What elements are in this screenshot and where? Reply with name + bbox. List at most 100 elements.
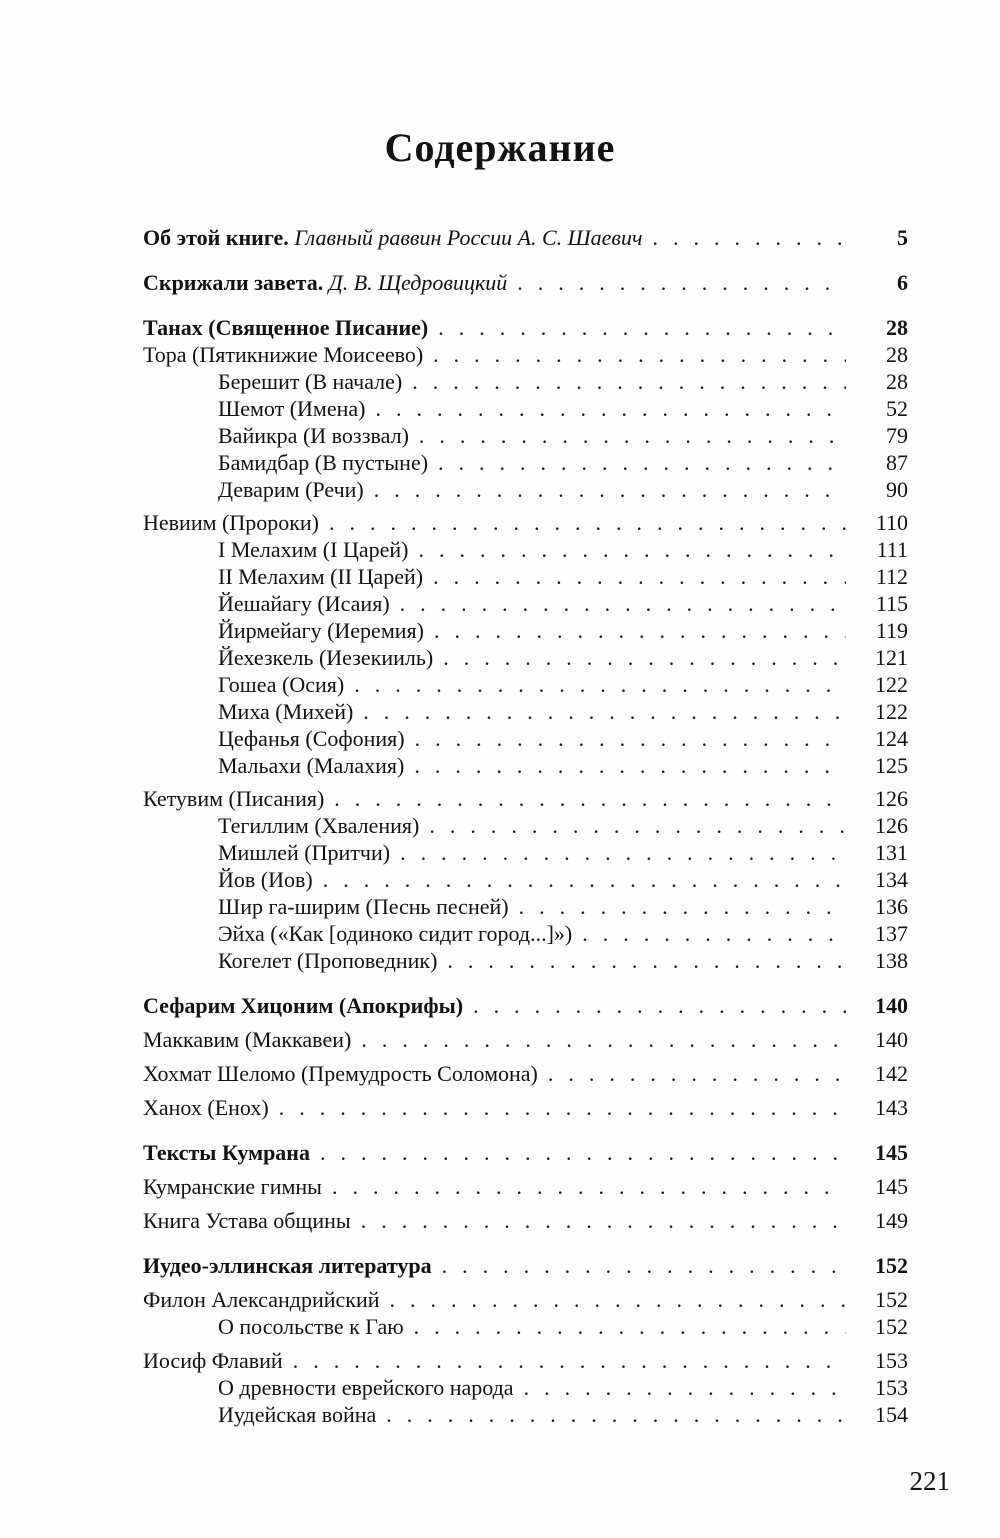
toc-section: Танах (Священное Писание)...............…	[143, 314, 908, 974]
toc-row: Йирмейагу (Иеремия).....................…	[143, 617, 908, 644]
toc-section: Иудео-эллинская литература..............…	[143, 1252, 908, 1428]
toc-entry-label: Книга Устава общины	[143, 1208, 351, 1233]
toc-entry-label: Эйха («Как [одиноко сидит город...]»)	[218, 921, 573, 946]
dot-leader: ........................................…	[412, 369, 846, 394]
toc-row: Кетувим (Писания).......................…	[143, 785, 908, 812]
toc-row: Цефанья (Софония).......................…	[143, 725, 908, 752]
toc-entry: Об этой книге. Главный раввин России А. …	[143, 224, 846, 251]
toc-page-number: 140	[875, 993, 908, 1018]
dot-leader: ........................................…	[652, 225, 846, 250]
toc-entry: Тексты Кумрана..........................…	[143, 1139, 846, 1166]
toc-entry-label: Вайикра (И воззвал)	[218, 423, 409, 448]
toc-entry-part-italic: Д. В. Щедровицкий	[328, 270, 508, 295]
toc-entry-label: Об этой книге. Главный раввин России А. …	[143, 225, 642, 250]
table-of-contents: Об этой книге. Главный раввин России А. …	[143, 224, 908, 1428]
toc-entry: Тора (Пятикнижие Моисеево)..............…	[143, 341, 846, 368]
toc-row: Тегиллим (Хваления).....................…	[143, 812, 908, 839]
dot-leader: ........................................…	[363, 699, 846, 724]
dot-leader: ........................................…	[373, 477, 846, 502]
toc-page-number: 138	[875, 948, 908, 973]
toc-entry-label: II Мелахим (II Царей)	[218, 564, 424, 589]
dot-leader: ........................................…	[414, 726, 846, 751]
toc-entry: Мальахи (Малахия).......................…	[143, 752, 846, 779]
toc-page-number: 126	[875, 813, 908, 838]
dot-leader: ........................................…	[334, 786, 846, 811]
toc-entry-label: Шемот (Имена)	[218, 396, 366, 421]
toc-entry-label: Деварим (Речи)	[218, 477, 364, 502]
toc-entry-label: Иосиф Флавий	[143, 1348, 283, 1373]
toc-entry-label: О посольстве к Гаю	[218, 1314, 404, 1339]
toc-row: Шемот (Имена)...........................…	[143, 395, 908, 422]
toc-entry-label: Невиим (Пророки)	[143, 510, 320, 535]
toc-entry: Книга Устава общины.....................…	[143, 1207, 846, 1234]
toc-section: Об этой книге. Главный раввин России А. …	[143, 224, 908, 251]
toc-entry-part-bold: Скрижали завета.	[143, 270, 324, 295]
toc-entry: Иосиф Флавий............................…	[143, 1347, 846, 1374]
toc-entry: Невиим (Пророки)........................…	[143, 509, 846, 536]
toc-page-number: 126	[875, 786, 908, 811]
dot-leader: ........................................…	[518, 894, 846, 919]
toc-entry-label: Иудео-эллинская литература	[143, 1253, 432, 1278]
toc-row: О древности еврейского народа...........…	[143, 1374, 908, 1401]
toc-entry-label: Берешит (В начале)	[218, 369, 403, 394]
toc-page-number: 152	[875, 1314, 908, 1339]
dot-leader: ........................................…	[399, 591, 846, 616]
toc-entry-label: Скрижали завета. Д. В. Щедровицкий	[143, 270, 507, 295]
toc-page-number: 153	[875, 1348, 908, 1373]
dot-leader: ........................................…	[443, 645, 846, 670]
toc-entry: Кетувим (Писания).......................…	[143, 785, 846, 812]
toc-page-number: 121	[875, 645, 908, 670]
toc-entry-label: Иудейская война	[218, 1402, 377, 1427]
dot-leader: ........................................…	[292, 1348, 846, 1373]
toc-page-number: 122	[875, 699, 908, 724]
dot-leader: ........................................…	[433, 564, 846, 589]
toc-entry: Хохмат Шеломо (Премудрость Соломона)....…	[143, 1060, 846, 1087]
toc-entry-label: Йешайагу (Исаия)	[218, 591, 390, 616]
dot-leader: ........................................…	[582, 921, 846, 946]
toc-entry: О древности еврейского народа...........…	[143, 1374, 846, 1401]
dot-leader: ........................................…	[320, 1140, 846, 1165]
toc-row: Мишлей (Притчи).........................…	[143, 839, 908, 866]
dot-leader: ........................................…	[438, 315, 846, 340]
toc-entry: Иудео-эллинская литература..............…	[143, 1252, 846, 1279]
dot-leader: ........................................…	[360, 1208, 846, 1233]
toc-entry-label: Когелет (Проповедник)	[218, 948, 438, 973]
toc-row: Иудейская война.........................…	[143, 1401, 908, 1428]
toc-entry: Тегиллим (Хваления).....................…	[143, 812, 846, 839]
toc-entry-label: Йов (Иов)	[218, 867, 313, 892]
toc-entry: Шир га-ширим (Песнь песней).............…	[143, 893, 846, 920]
toc-row: Гошеа (Осия)............................…	[143, 671, 908, 698]
toc-row: Бамидбар (В пустыне)....................…	[143, 449, 908, 476]
toc-row: О посольстве к Гаю......................…	[143, 1313, 908, 1340]
toc-row: Йешайагу (Исаия)........................…	[143, 590, 908, 617]
toc-page-number: 153	[875, 1375, 908, 1400]
dot-leader: ........................................…	[386, 1402, 846, 1427]
toc-page-number: 28	[886, 315, 908, 340]
toc-entry-label: I Мелахим (I Царей)	[218, 537, 409, 562]
toc-page-number: 142	[875, 1061, 908, 1086]
toc-entry: Бамидбар (В пустыне)....................…	[143, 449, 846, 476]
toc-page-number: 5	[897, 225, 908, 250]
dot-leader: ........................................…	[418, 423, 846, 448]
toc-row: Сефарим Хицоним (Апокрифы)..............…	[143, 992, 908, 1019]
dot-leader: ........................................…	[414, 753, 846, 778]
toc-page-number: 87	[886, 450, 908, 475]
dot-leader: ........................................…	[389, 1287, 847, 1312]
toc-page-number: 131	[875, 840, 908, 865]
dot-leader: ........................................…	[547, 1061, 846, 1086]
toc-row: Когелет (Проповедник)...................…	[143, 947, 908, 974]
toc-entry-label: Бамидбар (В пустыне)	[218, 450, 429, 475]
toc-entry: Йехезкель (Иезекииль)...................…	[143, 644, 846, 671]
toc-entry: Скрижали завета. Д. В. Щедровицкий......…	[143, 269, 846, 296]
dot-leader: ........................................…	[433, 342, 846, 367]
toc-entry: II Мелахим (II Царей)...................…	[143, 563, 846, 590]
dot-leader: ........................................…	[329, 510, 846, 535]
toc-entry: Эйха («Как [одиноко сидит город...]»)...…	[143, 920, 846, 947]
toc-section: Сефарим Хицоним (Апокрифы)..............…	[143, 992, 908, 1121]
toc-row: Шир га-ширим (Песнь песней).............…	[143, 893, 908, 920]
toc-row: Йов (Иов)...............................…	[143, 866, 908, 893]
toc-entry-label: Филон Александрийский	[143, 1287, 380, 1312]
toc-row: Об этой книге. Главный раввин России А. …	[143, 224, 908, 251]
toc-entry-part-italic: Главный раввин России А. С. Шаевич	[294, 225, 643, 250]
toc-entry-part-bold: Об этой книге.	[143, 225, 289, 250]
